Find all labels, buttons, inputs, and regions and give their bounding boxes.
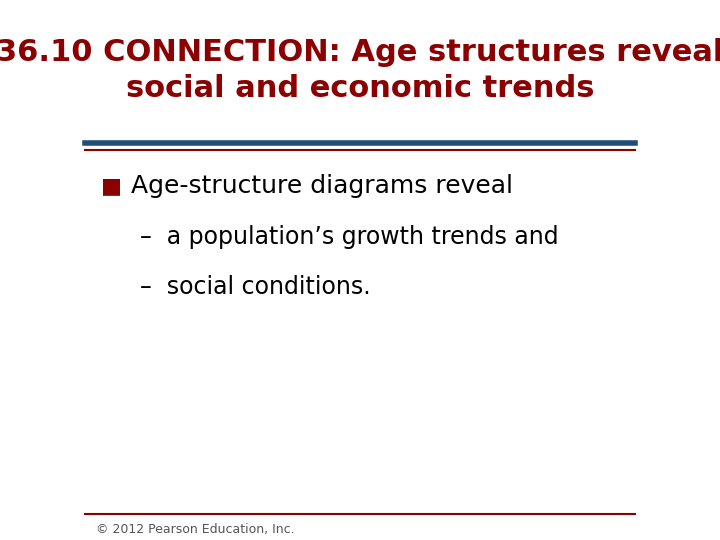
Text: Age-structure diagrams reveal: Age-structure diagrams reveal [132, 174, 513, 198]
Text: –  a population’s growth trends and: – a population’s growth trends and [140, 225, 559, 248]
Text: ■: ■ [102, 176, 122, 197]
Text: 36.10 CONNECTION: Age structures reveal
social and economic trends: 36.10 CONNECTION: Age structures reveal … [0, 38, 720, 103]
Text: –  social conditions.: – social conditions. [140, 275, 370, 299]
Text: © 2012 Pearson Education, Inc.: © 2012 Pearson Education, Inc. [96, 523, 294, 536]
